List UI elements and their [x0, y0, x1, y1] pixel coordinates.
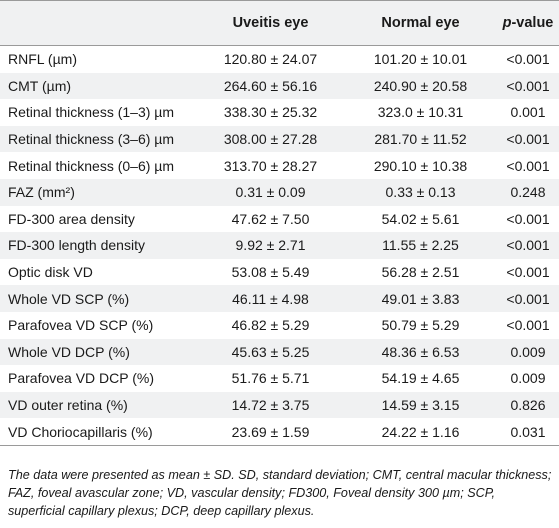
normal-value: 0.33 ± 0.13: [385, 184, 456, 201]
table-body: RNFL (µm) 120.80 ± 24.07 101.20 ± 10.01 <0.…: [0, 46, 559, 446]
table-row: RNFL (µm) 120.80 ± 24.07 101.20 ± 10.01 <0.…: [0, 46, 559, 73]
table-row: Whole VD DCP (%) 45.63 ± 5.25 48.36 ± 6.53…: [0, 338, 559, 366]
table-row: Retinal thickness (0–6) µm 313.70 ± 28.27…: [0, 152, 559, 179]
uveitis-value: 23.69 ± 1.59: [231, 423, 310, 440]
normal-value: 50.79 ± 5.29: [381, 317, 460, 334]
p-value: 0.009: [510, 370, 546, 387]
row-label: VD outer retina (%): [8, 397, 128, 414]
uveitis-value: 313.70 ± 28.27: [223, 157, 318, 174]
table-row: Retinal thickness (1–3) µm 338.30 ± 25.32…: [0, 99, 559, 126]
uveitis-value: 53.08 ± 5.49: [231, 264, 310, 281]
uveitis-value: 46.82 ± 5.29: [231, 317, 310, 334]
table-row: FD-300 area density 47.62 ± 7.50 54.02 ± 5…: [0, 206, 559, 233]
header-uveitis-eye: Uveitis eye: [232, 15, 309, 31]
row-label: Whole VD DCP (%): [8, 343, 130, 360]
uveitis-value: 9.92 ± 2.71: [235, 237, 306, 254]
table-row: Parafovea VD DCP (%) 51.76 ± 5.71 54.19 ± …: [0, 365, 559, 392]
p-value: <0.001: [506, 264, 550, 281]
header-normal-eye: Normal eye: [381, 15, 460, 31]
table-row: CMT (µm) 264.60 ± 56.16 240.90 ± 20.58 <0.0…: [0, 72, 559, 100]
row-label: VD Choriocapillaris (%): [8, 423, 153, 440]
uveitis-value: 47.62 ± 7.50: [231, 210, 310, 227]
normal-value: 11.55 ± 2.25: [382, 237, 459, 254]
uveitis-value: 45.63 ± 5.25: [231, 343, 310, 360]
normal-value: 54.19 ± 4.65: [381, 370, 460, 387]
p-value: <0.001: [506, 51, 550, 68]
normal-value: 290.10 ± 10.38: [373, 157, 468, 174]
p-value: 0.009: [510, 343, 546, 360]
p-value: <0.001: [506, 290, 550, 307]
uveitis-value: 338.30 ± 25.32: [223, 104, 318, 121]
table-row: Parafovea VD SCP (%) 46.82 ± 5.29 50.79 ± …: [0, 312, 559, 339]
uveitis-value: 120.80 ± 24.07: [223, 51, 318, 68]
p-value: <0.001: [506, 77, 550, 94]
p-value: <0.001: [506, 237, 550, 254]
normal-value: 281.70 ± 11.52: [374, 131, 467, 148]
normal-value: 54.02 ± 5.61: [381, 210, 460, 227]
table-row: Whole VD SCP (%) 46.11 ± 4.98 49.01 ± 3.83…: [0, 285, 559, 312]
p-value: <0.001: [506, 210, 550, 227]
row-label: FAZ (mm²): [8, 184, 75, 201]
header-p-value: p -value: [497, 1, 559, 45]
row-label: Parafovea VD SCP (%): [8, 317, 154, 334]
row-label: Optic disk VD: [8, 264, 93, 281]
normal-value: 24.22 ± 1.16: [381, 423, 460, 440]
row-label: CMT (µm): [8, 77, 72, 94]
header-p-suffix: -value: [511, 15, 554, 31]
table-footnote: The data were presented as mean ± SD. SD…: [8, 468, 552, 518]
row-label: FD-300 area density: [8, 210, 135, 227]
p-value: 0.248: [510, 184, 546, 201]
table-row: VD Choriocapillaris (%) 23.69 ± 1.59 24.22…: [0, 418, 559, 445]
uveitis-value: 264.60 ± 56.16: [223, 77, 318, 94]
normal-value: 323.0 ± 10.31: [377, 104, 464, 121]
normal-value: 240.90 ± 20.58: [373, 77, 468, 94]
row-label: Whole VD SCP (%): [8, 290, 130, 307]
p-value: <0.001: [506, 157, 550, 174]
uveitis-value: 46.11 ± 4.98: [232, 290, 309, 307]
p-value: 0.826: [510, 397, 546, 414]
table-row: FAZ (mm²) 0.31 ± 0.09 0.33 ± 0.13 0.248: [0, 178, 559, 206]
row-label: Retinal thickness (0–6) µm: [8, 157, 175, 174]
row-label: FD-300 length density: [8, 237, 145, 254]
row-label: Parafovea VD DCP (%): [8, 370, 155, 387]
uveitis-value: 0.31 ± 0.09: [235, 184, 306, 201]
table-row: Retinal thickness (3–6) µm 308.00 ± 27.28…: [0, 125, 559, 153]
table-row: VD outer retina (%) 14.72 ± 3.75 14.59 ± 3…: [0, 391, 559, 419]
table-row: FD-300 length density 9.92 ± 2.71 11.55 ± …: [0, 232, 559, 259]
row-label: Retinal thickness (3–6) µm: [8, 131, 175, 148]
row-label: RNFL (µm): [8, 51, 77, 68]
results-table: Uveitis eye Normal eye p -value RNFL (µm)…: [0, 0, 559, 446]
p-value: <0.001: [506, 317, 550, 334]
p-value: <0.001: [506, 131, 550, 148]
normal-value: 56.28 ± 2.51: [381, 264, 460, 281]
row-label: Retinal thickness (1–3) µm: [8, 104, 175, 121]
uveitis-value: 51.76 ± 5.71: [231, 370, 310, 387]
header-p-letter: p: [502, 15, 512, 31]
uveitis-value: 308.00 ± 27.28: [223, 131, 318, 148]
uveitis-value: 14.72 ± 3.75: [231, 397, 310, 414]
table-row: Optic disk VD 53.08 ± 5.49 56.28 ± 2.51 <0.…: [0, 259, 559, 286]
normal-value: 14.59 ± 3.15: [381, 397, 460, 414]
p-value: 0.001: [510, 104, 546, 121]
normal-value: 101.20 ± 10.01: [373, 51, 468, 68]
p-value: 0.031: [510, 423, 546, 440]
normal-value: 49.01 ± 3.83: [381, 290, 460, 307]
table-header: Uveitis eye Normal eye p -value: [0, 0, 559, 46]
normal-value: 48.36 ± 6.53: [381, 343, 460, 360]
